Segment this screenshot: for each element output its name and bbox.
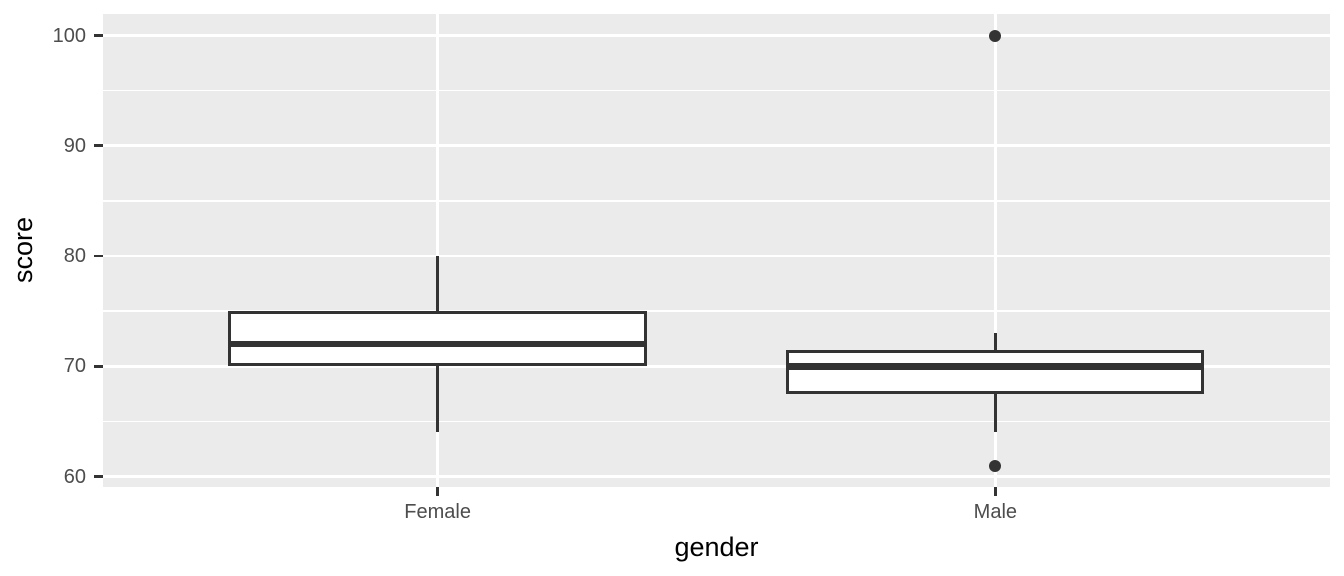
x-axis-tick [436, 487, 439, 496]
category-gridline [436, 14, 439, 487]
y-tick-label: 80 [63, 245, 86, 267]
gridline-major [103, 475, 1330, 478]
y-tick-label: 60 [63, 465, 86, 488]
boxplot-whisker-upper [993, 333, 997, 350]
x-tick-label: Male [973, 501, 1018, 523]
y-axis-tick [94, 144, 103, 148]
outlier-point [989, 459, 1002, 472]
y-tick-label: 70 [63, 355, 86, 378]
boxplot-whisker-lower [436, 366, 440, 433]
boxplot-whisker-upper [436, 256, 440, 312]
plot-panel [103, 14, 1330, 487]
boxplot-whisker-lower [993, 393, 997, 433]
x-tick-label: Female [404, 501, 471, 523]
gridline-minor [103, 310, 1330, 312]
x-axis-title: gender [674, 532, 759, 562]
category-gridline [994, 14, 997, 487]
gridline-major [103, 254, 1330, 258]
boxplot-median [786, 363, 1205, 370]
gridline-major [103, 34, 1330, 37]
x-axis-tick [994, 487, 997, 496]
outlier-point [989, 29, 1002, 42]
gridline-minor [103, 200, 1330, 202]
gridline-major [103, 144, 1330, 148]
y-axis-tick [94, 254, 103, 258]
y-axis-tick [94, 34, 103, 37]
y-axis-tick [94, 364, 103, 368]
boxplot-median [228, 340, 647, 348]
y-tick-label: 90 [63, 134, 86, 157]
y-axis-tick [94, 475, 103, 478]
gridline-minor [103, 420, 1330, 423]
gridline-minor [103, 89, 1330, 92]
boxplot-box [786, 349, 1205, 394]
boxplot-box [228, 311, 647, 367]
gridline-major [103, 364, 1330, 368]
y-tick-label: 100 [52, 24, 86, 47]
